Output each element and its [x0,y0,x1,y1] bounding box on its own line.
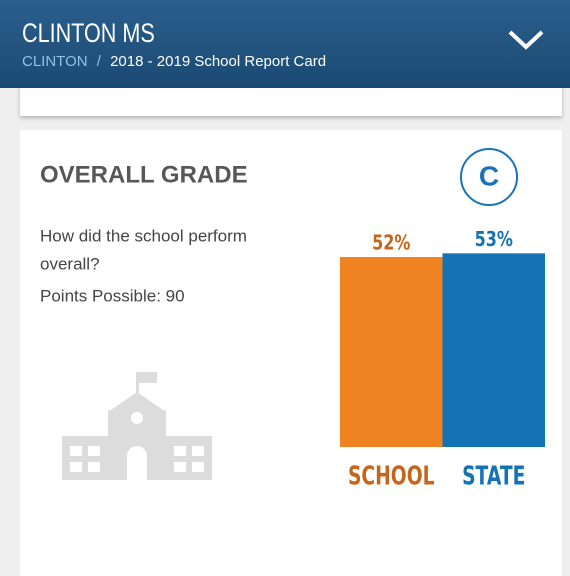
value-label: 52% [372,232,410,255]
header [0,0,570,88]
points-possible: Points Possible: 90 [40,286,185,305]
breadcrumb-current: 2018 - 2019 School Report Card [110,53,326,70]
dropdown-chevron[interactable] [508,30,544,50]
breadcrumb-separator: / [97,53,102,70]
value-label: 53% [475,228,513,251]
breadcrumb-link[interactable]: CLINTON [22,53,88,70]
breadcrumb: CLINTON / 2018 - 2019 School Report Card [22,53,326,70]
grade-badge [460,148,518,206]
card-title: OVERALL GRADE [40,161,248,188]
school-icon-windows [70,412,204,480]
bar [442,253,545,447]
school-icon [62,372,212,480]
category-label: STATE [462,462,525,492]
question-line: How did the school perform [40,226,247,245]
category-label: SCHOOL [348,462,435,492]
grade: C [479,160,499,191]
school-name: CLINTON MS [22,19,155,49]
question-line: overall? [40,254,100,273]
bar [340,256,443,447]
